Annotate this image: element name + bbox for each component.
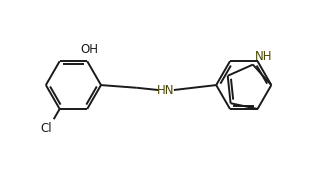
Text: NH: NH xyxy=(255,50,272,63)
Text: Cl: Cl xyxy=(40,122,52,135)
Text: HN: HN xyxy=(157,84,175,96)
Text: OH: OH xyxy=(80,43,98,56)
